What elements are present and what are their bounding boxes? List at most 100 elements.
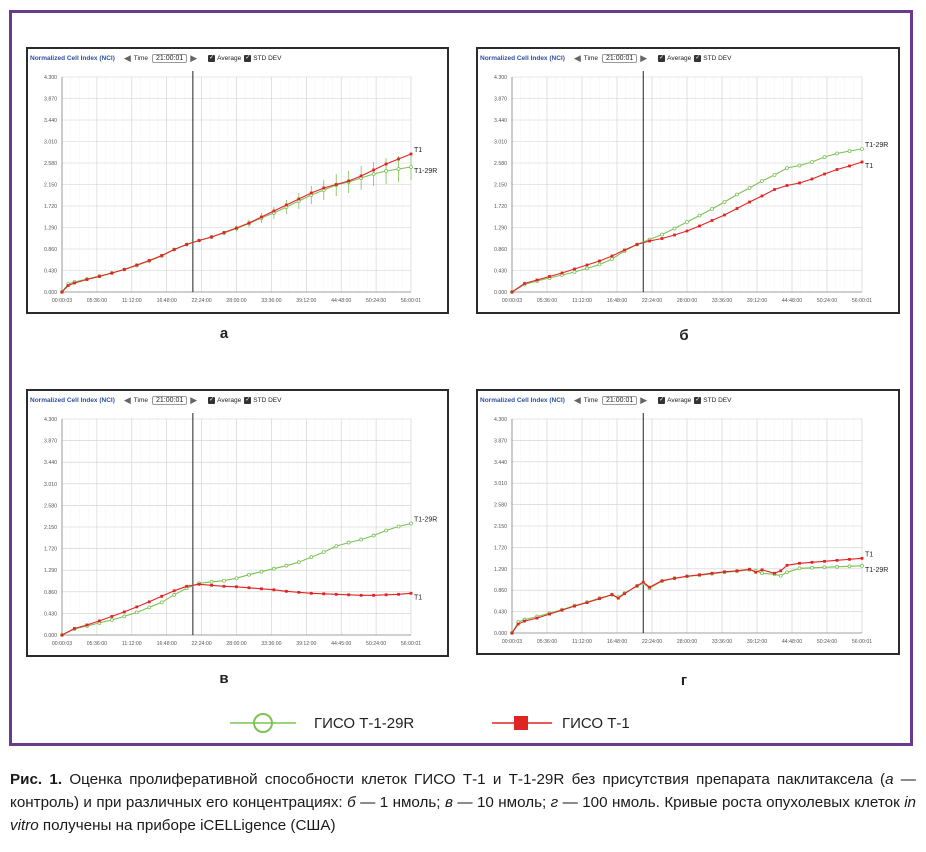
point-t1	[172, 248, 176, 251]
point-t1-29r	[710, 207, 714, 211]
x-tick-label: 05:36:00	[87, 641, 107, 647]
point-t1	[122, 610, 126, 614]
point-t1	[197, 239, 201, 242]
prev-time-icon[interactable]: ◀	[123, 52, 131, 63]
point-t1	[147, 259, 151, 262]
point-t1-29r	[159, 600, 164, 605]
point-t1	[135, 263, 139, 267]
point-t1	[397, 592, 400, 596]
point-t1-29r	[860, 147, 864, 151]
panel-letter-a: а	[219, 325, 229, 342]
y-tick-label: 3.010	[494, 481, 507, 487]
y-tick-label: 1.720	[494, 204, 507, 210]
point-t1	[585, 601, 589, 605]
point-t1	[235, 226, 238, 230]
time-input[interactable]: 21:00:01	[152, 53, 188, 63]
series-label-t1-29r: T1-29R	[414, 168, 437, 175]
prev-time-icon[interactable]: ◀	[573, 394, 581, 405]
point-t1	[122, 268, 126, 271]
legend-green-label: ГИСО Т-1-29R	[314, 715, 415, 732]
point-t1	[860, 556, 864, 560]
point-t1	[535, 616, 539, 620]
point-t1	[284, 589, 288, 593]
point-t1-29r	[371, 533, 376, 538]
average-checkbox-icon[interactable]: ✓	[658, 396, 666, 404]
point-t1-29r	[585, 266, 589, 271]
point-t1	[635, 584, 639, 588]
x-tick-label: 00:00:03	[52, 298, 72, 304]
point-t1	[284, 203, 288, 207]
average-label: Average	[667, 54, 692, 62]
chart-toolbar: Normalized Cell Index (NCI) ◀ Time 21:00:01…	[480, 51, 731, 65]
toolbar-title: Normalized Cell Index (NCI)	[480, 396, 565, 404]
point-t1	[334, 183, 338, 186]
x-tick-label: 16:48:00	[607, 639, 627, 645]
series-label-t1: T1	[865, 163, 873, 170]
caption-in-vitro: in vitro	[10, 794, 917, 834]
x-tick-label: 28:00:00	[226, 641, 246, 647]
point-t1	[623, 592, 626, 596]
average-checkbox-icon[interactable]: ✓	[208, 54, 216, 62]
stddev-checkbox-icon[interactable]: ✓	[244, 54, 252, 62]
point-t1	[135, 605, 139, 609]
chart-toolbar: Normalized Cell Index (NCI) ◀ Time 21:00:01…	[30, 51, 281, 65]
time-input[interactable]: 21:00:01	[602, 395, 638, 405]
x-tick-label: 00:00:03	[52, 641, 72, 647]
time-input[interactable]: 21:00:01	[602, 53, 638, 63]
stddev-checkbox-icon[interactable]: ✓	[244, 396, 252, 404]
prev-time-icon[interactable]: ◀	[573, 52, 581, 63]
next-time-icon[interactable]: ▶	[640, 394, 648, 405]
y-tick-label: 2.580	[494, 161, 507, 167]
point-t1	[773, 571, 776, 575]
series-label-t1-29r: T1-29R	[865, 567, 888, 574]
point-t1	[185, 584, 189, 588]
x-tick-label: 05:36:00	[537, 298, 557, 304]
point-t1	[172, 589, 176, 593]
toolbar-title: Normalized Cell Index (NCI)	[30, 54, 115, 62]
prev-time-icon[interactable]: ◀	[123, 394, 131, 405]
point-t1	[73, 627, 76, 630]
average-checkbox-icon[interactable]: ✓	[208, 396, 216, 404]
point-t1	[573, 604, 576, 608]
toolbar-title: Normalized Cell Index (NCI)	[30, 396, 115, 404]
y-tick-label: 0.860	[44, 247, 57, 253]
point-t1-29r	[234, 576, 239, 581]
y-tick-label: 1.720	[494, 545, 507, 551]
point-t1	[660, 237, 664, 240]
point-t1	[66, 284, 70, 287]
point-t1	[623, 248, 626, 252]
chart-svg: 0.000 0.430 0.860 1.290 1.720 2.150 2.580 3.010…	[44, 413, 437, 647]
point-t1-29r	[835, 564, 839, 569]
next-time-icon[interactable]: ▶	[640, 52, 648, 63]
point-t1	[585, 263, 589, 267]
point-t1-29r	[321, 550, 326, 555]
legend-red-label: ГИСО Т-1	[562, 715, 630, 732]
point-t1	[710, 219, 714, 222]
x-tick-label: 50:24:00	[817, 298, 837, 304]
x-tick-label: 28:00:00	[677, 298, 697, 304]
point-t1-29r	[722, 200, 727, 204]
figure-frame	[9, 10, 913, 746]
y-tick-label: 2.150	[494, 524, 507, 530]
stddev-checkbox-icon[interactable]: ✓	[694, 396, 702, 404]
series-label-t1: T1	[414, 147, 422, 154]
next-time-icon[interactable]: ▶	[190, 52, 198, 63]
y-tick-label: 3.440	[44, 118, 57, 124]
time-input[interactable]: 21:00:01	[152, 395, 188, 405]
point-t1-29r	[147, 605, 152, 610]
point-t1	[648, 585, 651, 589]
x-tick-label: 39:12:00	[747, 639, 767, 645]
average-checkbox-icon[interactable]: ✓	[658, 54, 666, 62]
point-t1	[610, 254, 614, 258]
x-tick-label: 11:12:00	[572, 298, 592, 304]
next-time-icon[interactable]: ▶	[190, 394, 198, 405]
point-t1	[835, 168, 839, 171]
time-label: Time	[133, 54, 148, 62]
x-tick-label: 16:48:00	[157, 298, 177, 304]
point-t1-29r	[672, 226, 677, 231]
stddev-checkbox-icon[interactable]: ✓	[694, 54, 702, 62]
point-t1-29r	[334, 544, 339, 548]
stddev-label: STD DEV	[703, 54, 732, 62]
point-t1-29r	[785, 570, 789, 575]
point-t1-29r	[835, 151, 839, 156]
